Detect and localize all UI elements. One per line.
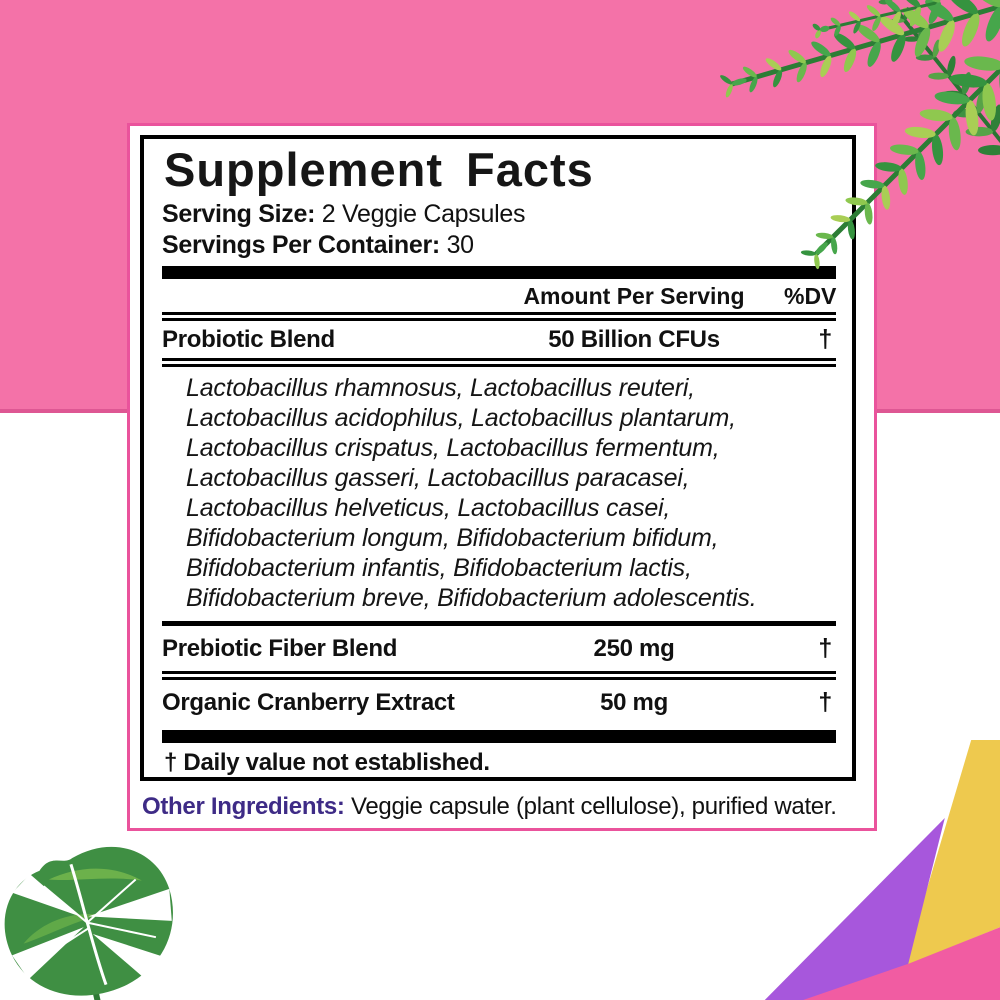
nutrient-row-probiotic-blend: Probiotic Blend 50 Billion CFUs †: [162, 321, 836, 358]
dagger-symbol: †: [818, 634, 832, 662]
nutrient-row-prebiotic-fiber: Prebiotic Fiber Blend 250 mg †: [162, 626, 836, 671]
monstera-leaf-icon: [4, 846, 173, 1000]
amount-per-serving-header: Amount Per Serving: [523, 283, 745, 309]
nutrient-amount: 250 mg: [593, 635, 675, 662]
strain-line: Lactobacillus gasseri, Lactobacillus par…: [186, 464, 690, 492]
dagger-symbol: †: [818, 325, 832, 353]
servings-per-container-label: Servings Per Container:: [162, 231, 440, 259]
nutrient-row-cranberry-extract: Organic Cranberry Extract 50 mg †: [162, 680, 836, 725]
double-divider: [162, 312, 836, 321]
serving-size-label: Serving Size:: [162, 200, 316, 228]
serving-size-line: Serving Size: 2 Veggie Capsules: [162, 199, 836, 230]
daily-value-footnote: † Daily value not established.: [164, 749, 490, 776]
strain-line: Lactobacillus rhamnosus, Lactobacillus r…: [186, 374, 695, 402]
supplement-facts-card: Supplement Facts Serving Size: 2 Veggie …: [127, 123, 877, 831]
strain-line: Bifidobacterium infantis, Bifidobacteriu…: [186, 554, 692, 582]
fern-leaves-icon: [720, 0, 1000, 270]
strain-line: Bifidobacterium breve, Bifidobacterium a…: [186, 584, 757, 612]
supplement-facts-box: Supplement Facts Serving Size: 2 Veggie …: [140, 135, 856, 781]
nutrient-amount: 50 mg: [600, 689, 668, 716]
nutrient-amount: 50 Billion CFUs: [548, 326, 720, 353]
probiotic-strain-list: Lactobacillus rhamnosus, Lactobacillus r…: [162, 367, 836, 621]
other-ingredients-value: Veggie capsule (plant cellulose), purifi…: [344, 793, 837, 820]
column-header-row: Amount Per Serving %DV: [162, 279, 836, 312]
thick-divider-bottom: [162, 730, 836, 743]
nutrient-name: Organic Cranberry Extract: [162, 689, 455, 716]
double-divider: [162, 671, 836, 680]
single-divider: [162, 621, 836, 626]
geometric-triangles: [760, 740, 1000, 1000]
strain-line: Bifidobacterium longum, Bifidobacterium …: [186, 524, 719, 552]
serving-size-value: 2 Veggie Capsules: [321, 200, 526, 228]
thick-divider-top: [162, 266, 836, 279]
facts-title: Supplement Facts: [164, 143, 594, 196]
strain-line: Lactobacillus helveticus, Lactobacillus …: [186, 494, 671, 522]
nutrient-name: Probiotic Blend: [162, 326, 335, 353]
strain-line: Lactobacillus crispatus, Lactobacillus f…: [186, 434, 720, 462]
other-ingredients-label: Other Ingredients:: [142, 793, 345, 820]
servings-per-container-line: Servings Per Container: 30: [162, 230, 836, 261]
servings-per-container-value: 30: [446, 231, 475, 259]
nutrient-name: Prebiotic Fiber Blend: [162, 635, 398, 662]
dv-header: %DV: [784, 283, 837, 309]
strain-line: Lactobacillus acidophilus, Lactobacillus…: [186, 404, 736, 432]
double-divider: [162, 358, 836, 367]
dagger-symbol: †: [818, 688, 832, 716]
other-ingredients-line: Other Ingredients: Veggie capsule (plant…: [142, 792, 868, 821]
